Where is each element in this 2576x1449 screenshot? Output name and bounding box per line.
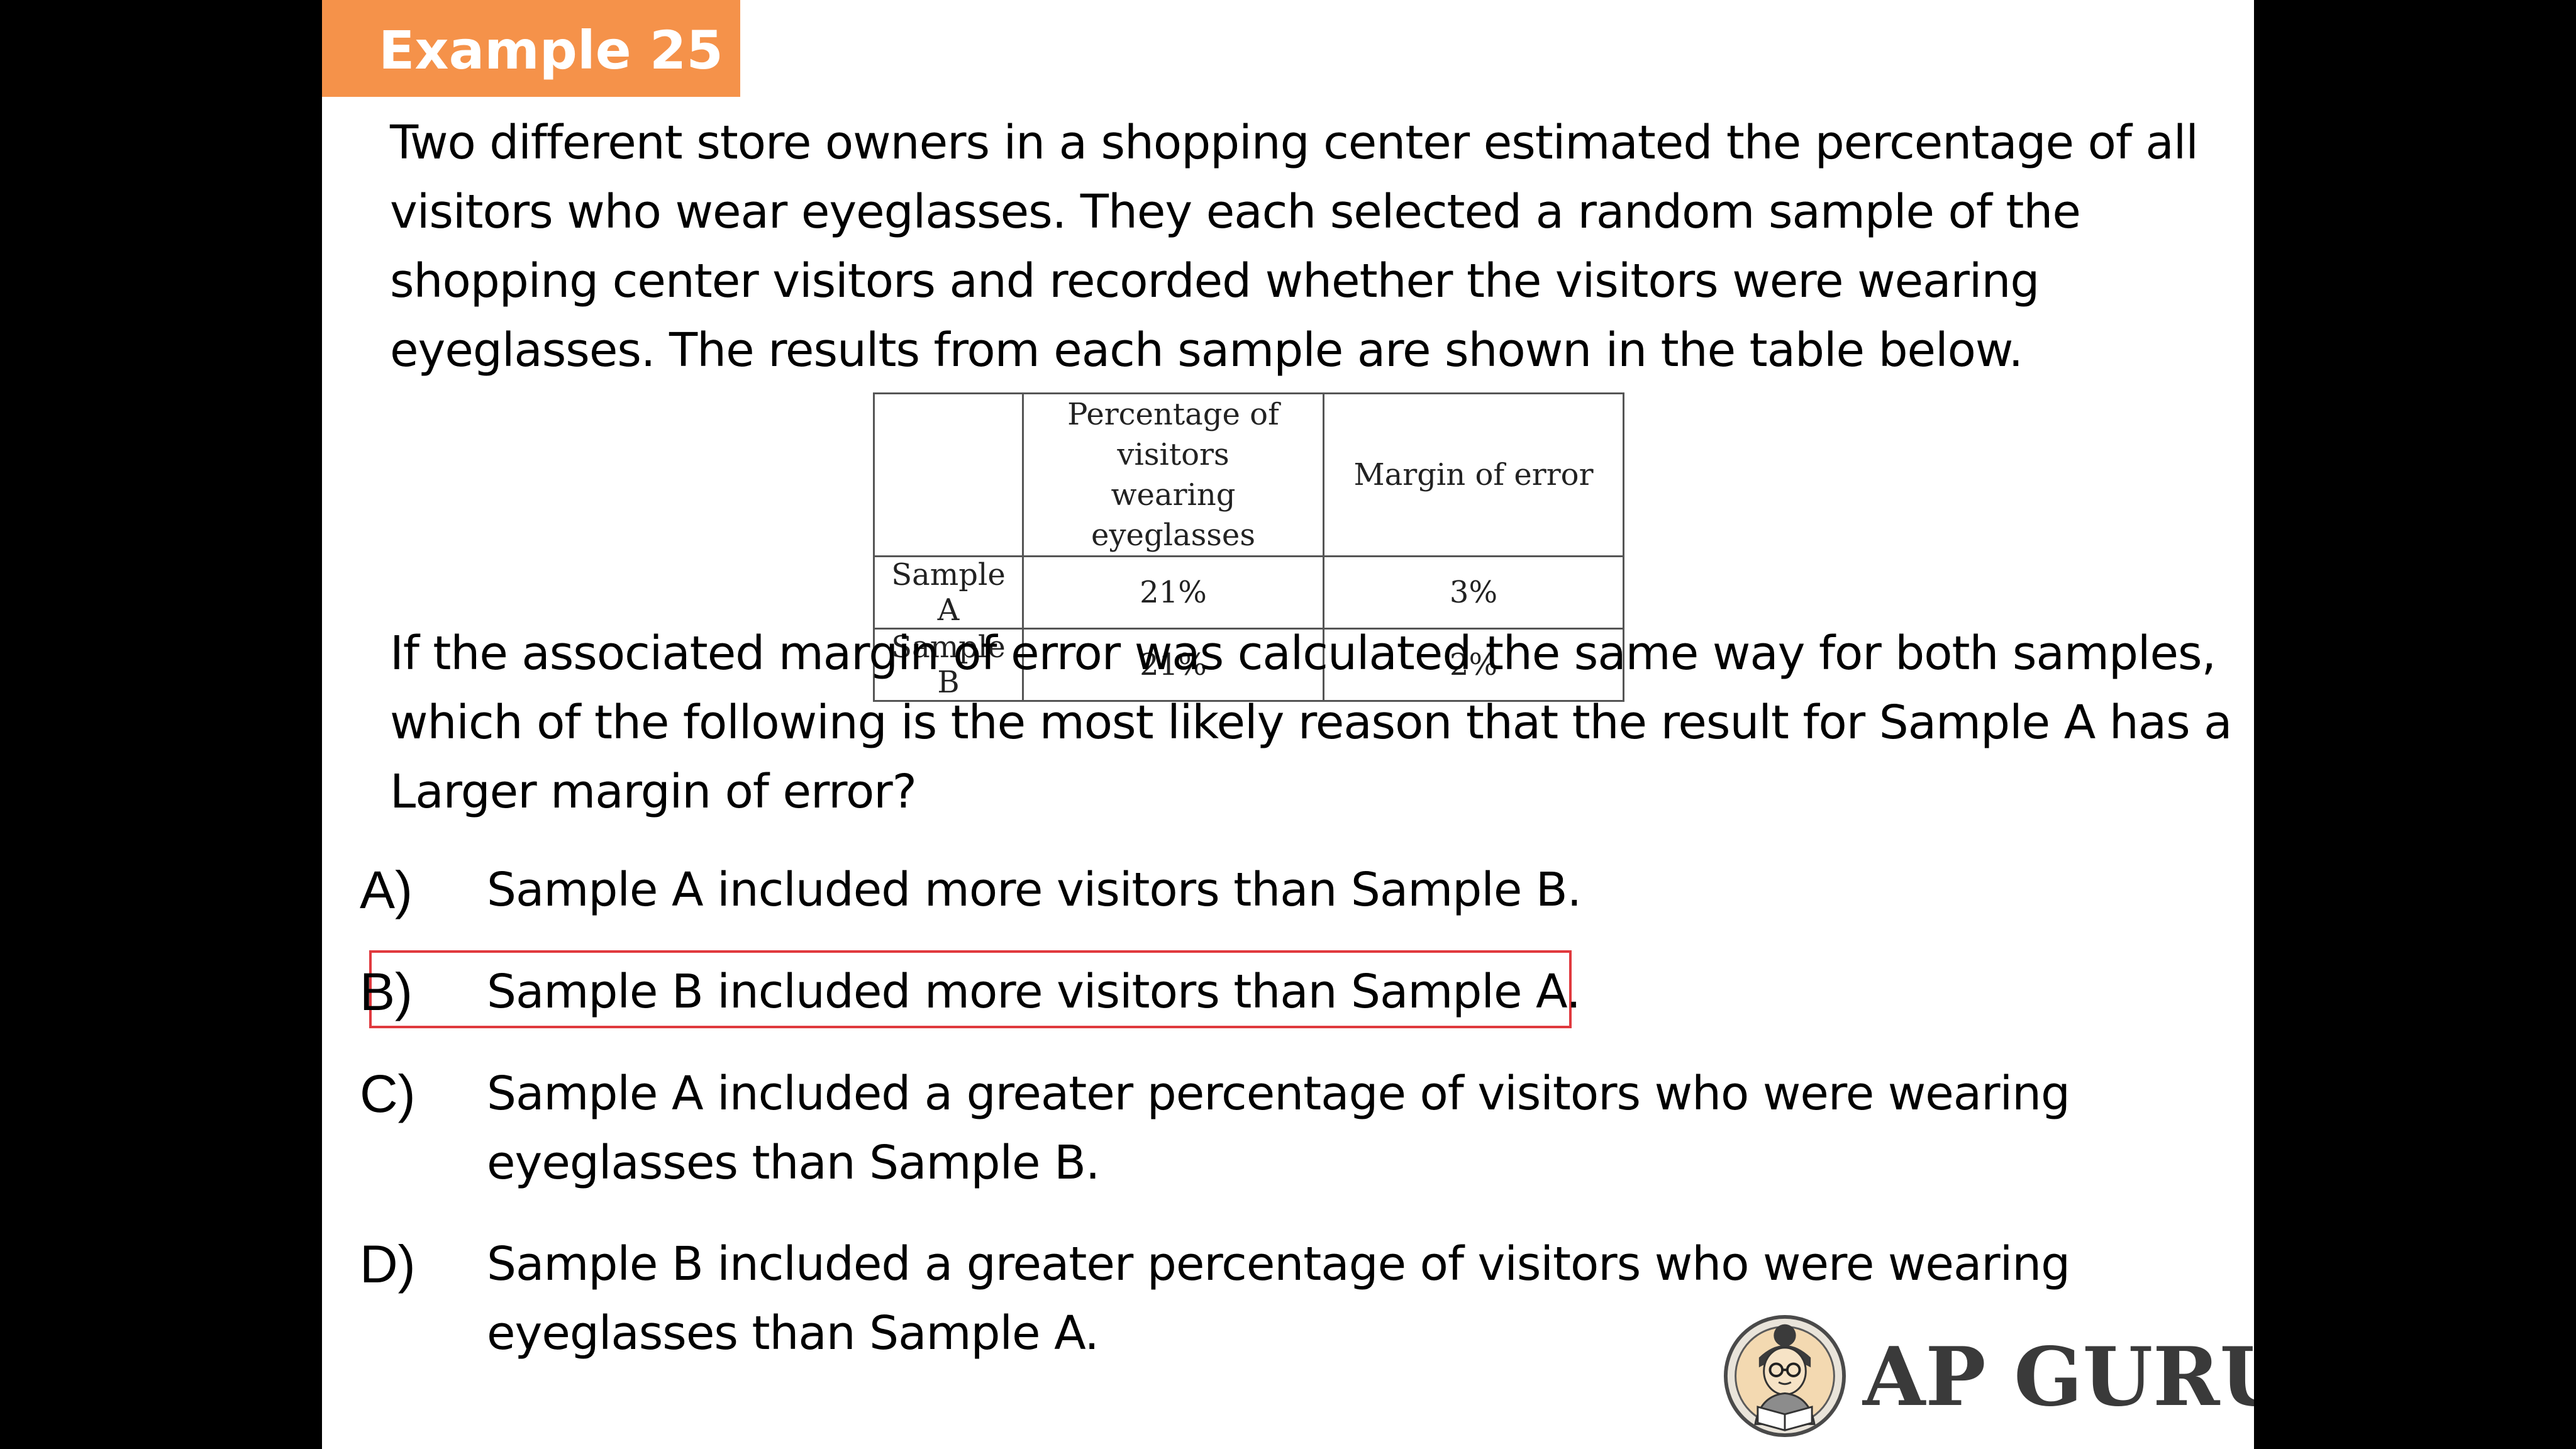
question-intro: Two different store owners in a shopping… — [390, 108, 2214, 385]
option-text: Sample A included a greater percentage o… — [487, 1059, 2070, 1197]
table-row: Sample B 21% 2% — [873, 628, 1624, 702]
header-pct-line: wearing eyeglasses — [1091, 477, 1255, 553]
option-text: Sample A included more visitors than Sam… — [487, 855, 1582, 924]
table-row-label: Sample A — [873, 555, 1024, 630]
example-title: Example 25 — [322, 0, 740, 97]
option-letter: A) — [360, 860, 413, 919]
table-header-margin: Margin of error — [1323, 392, 1624, 557]
header-pct-line: Percentage of visitors — [1067, 397, 1279, 472]
table-row-label: Sample B — [873, 628, 1024, 702]
question-stem-line: Larger margin of error? — [390, 765, 917, 819]
table-row: Sample A 21% 3% — [873, 555, 1624, 630]
table-header-percentage: Percentage of visitors wearing eyeglasse… — [1022, 392, 1324, 557]
slide: Example 25 Two different store owners in… — [322, 0, 2254, 1449]
option-text-line: Sample B included a greater percentage o… — [487, 1237, 2070, 1291]
option-text: Sample B included a greater percentage o… — [487, 1230, 2070, 1368]
option-letter: D) — [360, 1235, 416, 1294]
reading-teacher-icon — [1723, 1314, 1846, 1438]
table-header-row: Percentage of visitors wearing eyeglasse… — [873, 392, 1624, 557]
answer-highlight-box — [369, 950, 1572, 1028]
option-letter: C) — [360, 1064, 416, 1123]
table-cell-percentage: 21% — [1022, 628, 1324, 702]
table-header-empty — [873, 392, 1024, 557]
table-cell-margin: 2% — [1323, 628, 1624, 702]
option-text-line: Sample B included more visitors than Sam… — [487, 965, 1581, 1019]
option-text: Sample B included more visitors than Sam… — [487, 957, 1581, 1026]
question-stem: If the associated margin of error was ca… — [390, 619, 2233, 826]
question-intro-line: eyeglasses. The results from each sample… — [390, 323, 2023, 377]
question-intro-line: visitors who wear eyeglasses. They each … — [390, 185, 2081, 239]
option-text-line: eyeglasses than Sample B. — [487, 1136, 1100, 1190]
option-letter: B) — [360, 962, 413, 1021]
question-intro-line: Two different store owners in a shopping… — [390, 116, 2199, 170]
table-cell-margin: 3% — [1323, 555, 1624, 630]
question-stem-line: If the associated margin of error was ca… — [390, 626, 2216, 680]
brand-name: AP GURU — [1863, 1330, 2254, 1424]
brand-logo-lockup: AP GURU — [1723, 1314, 2254, 1449]
option-text-line: Sample A included a greater percentage o… — [487, 1067, 2070, 1121]
question-stem-line: which of the following is the most likel… — [390, 696, 2233, 750]
option-text-line: eyeglasses than Sample A. — [487, 1306, 1099, 1360]
question-intro-line: shopping center visitors and recorded wh… — [390, 254, 2040, 308]
option-text-line: Sample A included more visitors than Sam… — [487, 863, 1582, 917]
table-cell-percentage: 21% — [1022, 555, 1324, 630]
results-table: Percentage of visitors wearing eyeglasse… — [873, 392, 1624, 702]
